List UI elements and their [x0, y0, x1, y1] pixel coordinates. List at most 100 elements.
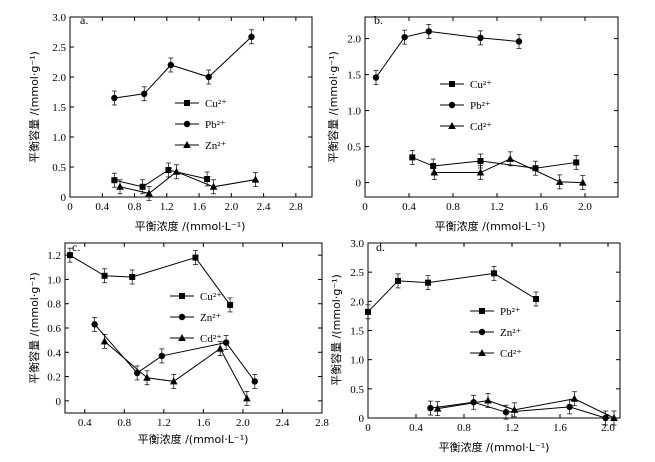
series-1: [365, 265, 539, 320]
legend-marker: [179, 293, 185, 299]
data-point: [139, 183, 146, 190]
series-1: [409, 150, 580, 176]
x-axis-label: 平衡浓度 /(mmol·L⁻¹): [439, 440, 550, 454]
data-point: [610, 414, 618, 421]
x-tick-label: 1.6: [192, 201, 206, 213]
data-point: [172, 167, 181, 175]
y-tick-label: 1.0: [350, 355, 364, 367]
legend-marker: [478, 328, 486, 336]
legend-label: Cd²⁺: [470, 121, 492, 133]
x-tick-label: 0.4: [95, 201, 109, 213]
y-tick-label: 2.5: [350, 267, 364, 279]
data-point: [222, 339, 230, 346]
y-tick-label: 0.5: [350, 384, 364, 396]
series-2: [372, 24, 523, 85]
y-tick-label: 2.0: [350, 296, 364, 308]
data-point: [427, 404, 434, 412]
y-tick-label: 0.8: [47, 299, 61, 311]
x-tick-label: 2.8: [315, 417, 329, 429]
chart-panel-2: 0 0.4 0.8 1.2 1.6 2.0 0 0.5 1.0 1.5 2.0 b. 平衡浓度 /(mm…: [326, 13, 619, 233]
data-point: [430, 168, 439, 176]
legend-marker: [184, 100, 190, 106]
data-point: [167, 61, 175, 69]
series-3: [116, 164, 260, 201]
x-tick-label: 0: [365, 422, 371, 434]
legend-marker: [479, 308, 485, 314]
panel-title: a.: [80, 13, 88, 27]
y-tick-label: 0.5: [347, 142, 361, 154]
x-tick-label: 1.6: [553, 422, 567, 434]
x-axis-label: 平衡浓度 /(mmol·L⁻¹): [435, 219, 546, 233]
y-tick-label: 0.6: [47, 323, 61, 335]
data-point: [251, 378, 258, 385]
series-3: [433, 391, 618, 426]
x-tick-label: 0: [362, 201, 368, 213]
data-point: [372, 74, 380, 81]
series-2: [111, 29, 255, 106]
y-axis-label: 平衡容量 /(mmol·g⁻¹): [27, 51, 41, 163]
data-point: [409, 154, 416, 161]
y-tick-label: 0.2: [47, 372, 61, 384]
data-point: [579, 178, 587, 186]
series-1: [111, 162, 211, 195]
data-point: [365, 308, 371, 315]
legend-marker: [448, 122, 456, 129]
legend-label: Pb²⁺: [500, 306, 521, 318]
data-point: [430, 163, 437, 170]
data-point: [66, 252, 73, 259]
plot-frame: [364, 16, 619, 198]
data-point: [165, 167, 172, 173]
data-point: [470, 399, 477, 406]
y-tick-label: 1.0: [52, 132, 66, 144]
data-point: [100, 337, 109, 345]
data-point: [243, 394, 251, 402]
chart-panel-4: 0 0.4 0.8 1.2 1.6 2.0 0 0.5 1.0 1.5 2.0 2.5 3.0 d. 平衡浓…: [329, 238, 621, 454]
data-point: [570, 394, 579, 402]
data-point: [116, 182, 124, 190]
y-tick-label: 2.0: [347, 34, 361, 46]
data-point: [491, 270, 497, 277]
legend-label: Pb²⁺: [470, 100, 491, 112]
legend-label: Cu²⁺: [205, 98, 227, 110]
data-point: [251, 175, 260, 183]
data-point: [158, 352, 166, 360]
legend-label: Cu²⁺: [470, 79, 492, 91]
data-point: [129, 274, 136, 280]
y-tick-label: 2.5: [52, 42, 66, 54]
x-axis-label: 平衡浓度 /(mmol·L⁻¹): [138, 432, 249, 446]
x-tick-label: 0: [67, 201, 73, 213]
data-point: [192, 254, 199, 261]
data-point: [533, 296, 539, 302]
legend-label: Zn²⁺: [500, 327, 522, 339]
data-point: [145, 189, 153, 197]
chart-panel-1: 0 0.4 0.8 1.2 1.6 2.0 2.4 2.8 0 0.5 1.0 1.5 2.0 2.5 3.…: [27, 12, 313, 233]
x-tick-label: 1.2: [157, 417, 171, 429]
y-tick-label: 3.0: [350, 238, 364, 250]
data-point: [476, 168, 485, 176]
legend-marker: [183, 141, 191, 148]
series-3: [430, 151, 587, 190]
y-axis-label: 平衡容量 /(mmol·g⁻¹): [329, 274, 343, 386]
x-tick-label: 1.6: [534, 201, 548, 213]
legend-label: Zn²⁺: [200, 312, 222, 324]
panel-title: d.: [376, 240, 385, 254]
data-point: [484, 396, 492, 404]
data-point: [602, 414, 609, 422]
x-tick-label: 2.0: [236, 417, 250, 429]
legend-label: Zn²⁺: [205, 140, 227, 152]
x-tick-label: 0.8: [128, 201, 142, 213]
x-tick-label: 2.4: [276, 417, 290, 429]
data-point: [425, 279, 431, 286]
data-point: [573, 159, 580, 166]
x-tick-label: 2.0: [601, 422, 615, 434]
legend-marker: [178, 334, 186, 341]
x-tick-label: 2.0: [578, 201, 592, 213]
x-tick-label: 0.4: [402, 201, 416, 213]
data-point: [425, 28, 432, 35]
y-tick-label: 0: [356, 178, 362, 190]
legend-label: Cu²⁺: [200, 291, 222, 303]
x-tick-label: 1.2: [160, 201, 174, 213]
data-point: [477, 158, 484, 164]
series-line: [430, 401, 606, 419]
